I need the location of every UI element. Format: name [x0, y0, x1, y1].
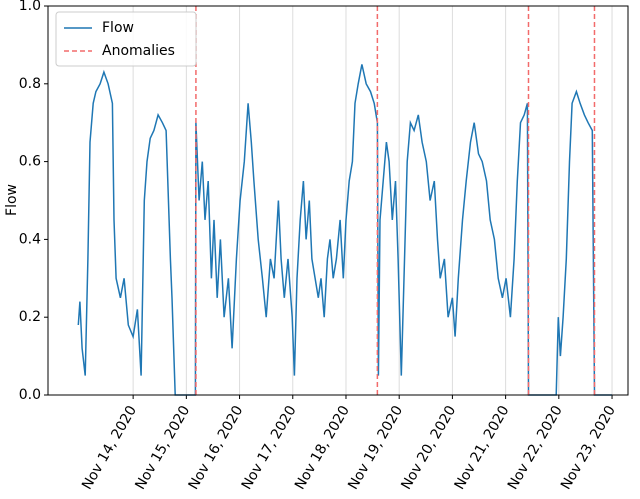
legend-label: Anomalies [102, 43, 175, 59]
y-tick-label: 0.6 [19, 154, 41, 170]
y-tick-label: 0.0 [19, 387, 41, 403]
x-tick-label: Nov 20, 2020 [398, 403, 459, 493]
x-tick-label: Nov 14, 2020 [79, 403, 140, 493]
x-tick-label: Nov 18, 2020 [292, 403, 353, 493]
y-tick-label: 0.8 [19, 76, 41, 92]
x-tick-label: Nov 16, 2020 [186, 403, 247, 493]
y-axis-label: Flow [4, 184, 20, 216]
flow-line [77, 64, 612, 396]
x-tick-label: Nov 23, 2020 [558, 403, 619, 493]
x-tick-label: Nov 19, 2020 [345, 403, 406, 493]
y-tick-label: 1.0 [19, 0, 41, 14]
x-tick-label: Nov 22, 2020 [505, 403, 566, 493]
legend-box [55, 11, 197, 67]
plot-frame [47, 5, 629, 396]
y-tick-label: 0.4 [19, 231, 41, 247]
y-tick-label: 0.2 [19, 309, 41, 325]
x-tick-label: Nov 17, 2020 [239, 403, 300, 493]
x-tick-label: Nov 21, 2020 [452, 403, 513, 493]
legend-label: Flow [102, 20, 134, 36]
x-tick-label: Nov 15, 2020 [132, 403, 193, 493]
